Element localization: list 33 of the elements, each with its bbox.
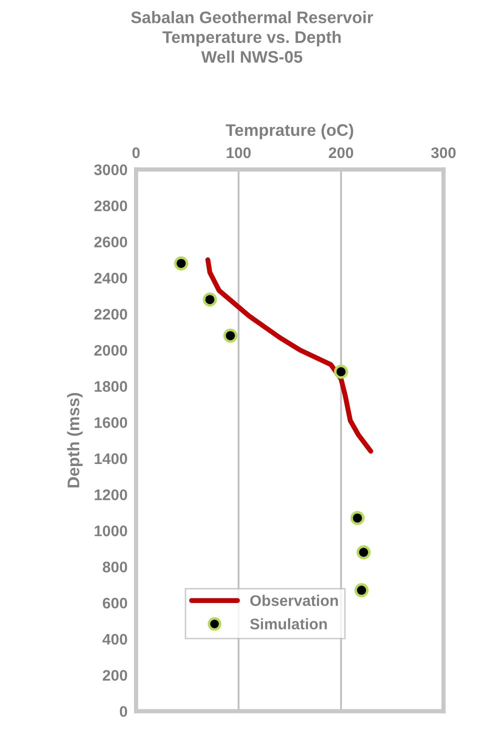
y-tick-label: 400 bbox=[102, 634, 128, 645]
y-tick-label: 2200 bbox=[94, 308, 128, 320]
x-axis-title: Temprature (oC) bbox=[226, 124, 354, 140]
y-tick-label: 2600 bbox=[94, 236, 128, 248]
point bbox=[356, 545, 371, 560]
x-tick-label: 0 bbox=[132, 147, 140, 158]
point bbox=[354, 583, 369, 598]
point bbox=[334, 364, 348, 379]
point bbox=[202, 292, 217, 307]
point bbox=[223, 328, 238, 343]
y-tick-label: 3000 bbox=[94, 164, 128, 176]
y-tick-label: 200 bbox=[102, 670, 128, 681]
chart-title: Sabalan Geothermal Reservoir Temperature vs. Depth Well NWS-05 bbox=[131, 11, 374, 63]
y-tick-label: 0 bbox=[120, 706, 128, 717]
x-tick-label: 100 bbox=[226, 147, 251, 158]
line-series bbox=[205, 257, 374, 454]
y-tick-label: 800 bbox=[102, 562, 128, 572]
y-tick-label: 1200 bbox=[94, 489, 128, 500]
point bbox=[350, 510, 364, 526]
y-tick-label: 1800 bbox=[94, 381, 128, 392]
x-tick-label: 200 bbox=[328, 147, 354, 158]
y-tick-label: 1600 bbox=[94, 417, 128, 428]
y-tick-label: 2800 bbox=[94, 200, 128, 212]
y-tick-label: 600 bbox=[102, 598, 128, 609]
y-axis-title: Depth (mss) bbox=[67, 393, 83, 488]
y-tick-label: 2000 bbox=[94, 344, 128, 356]
legend-label: Simulation bbox=[250, 618, 327, 630]
point bbox=[174, 256, 188, 270]
legend-label: Observation bbox=[250, 594, 338, 606]
y-tick-label: 1000 bbox=[94, 526, 128, 536]
x-tick-label: 300 bbox=[431, 147, 456, 158]
y-tick-label: 1400 bbox=[94, 453, 128, 464]
y-tick-label: 2400 bbox=[94, 272, 128, 284]
